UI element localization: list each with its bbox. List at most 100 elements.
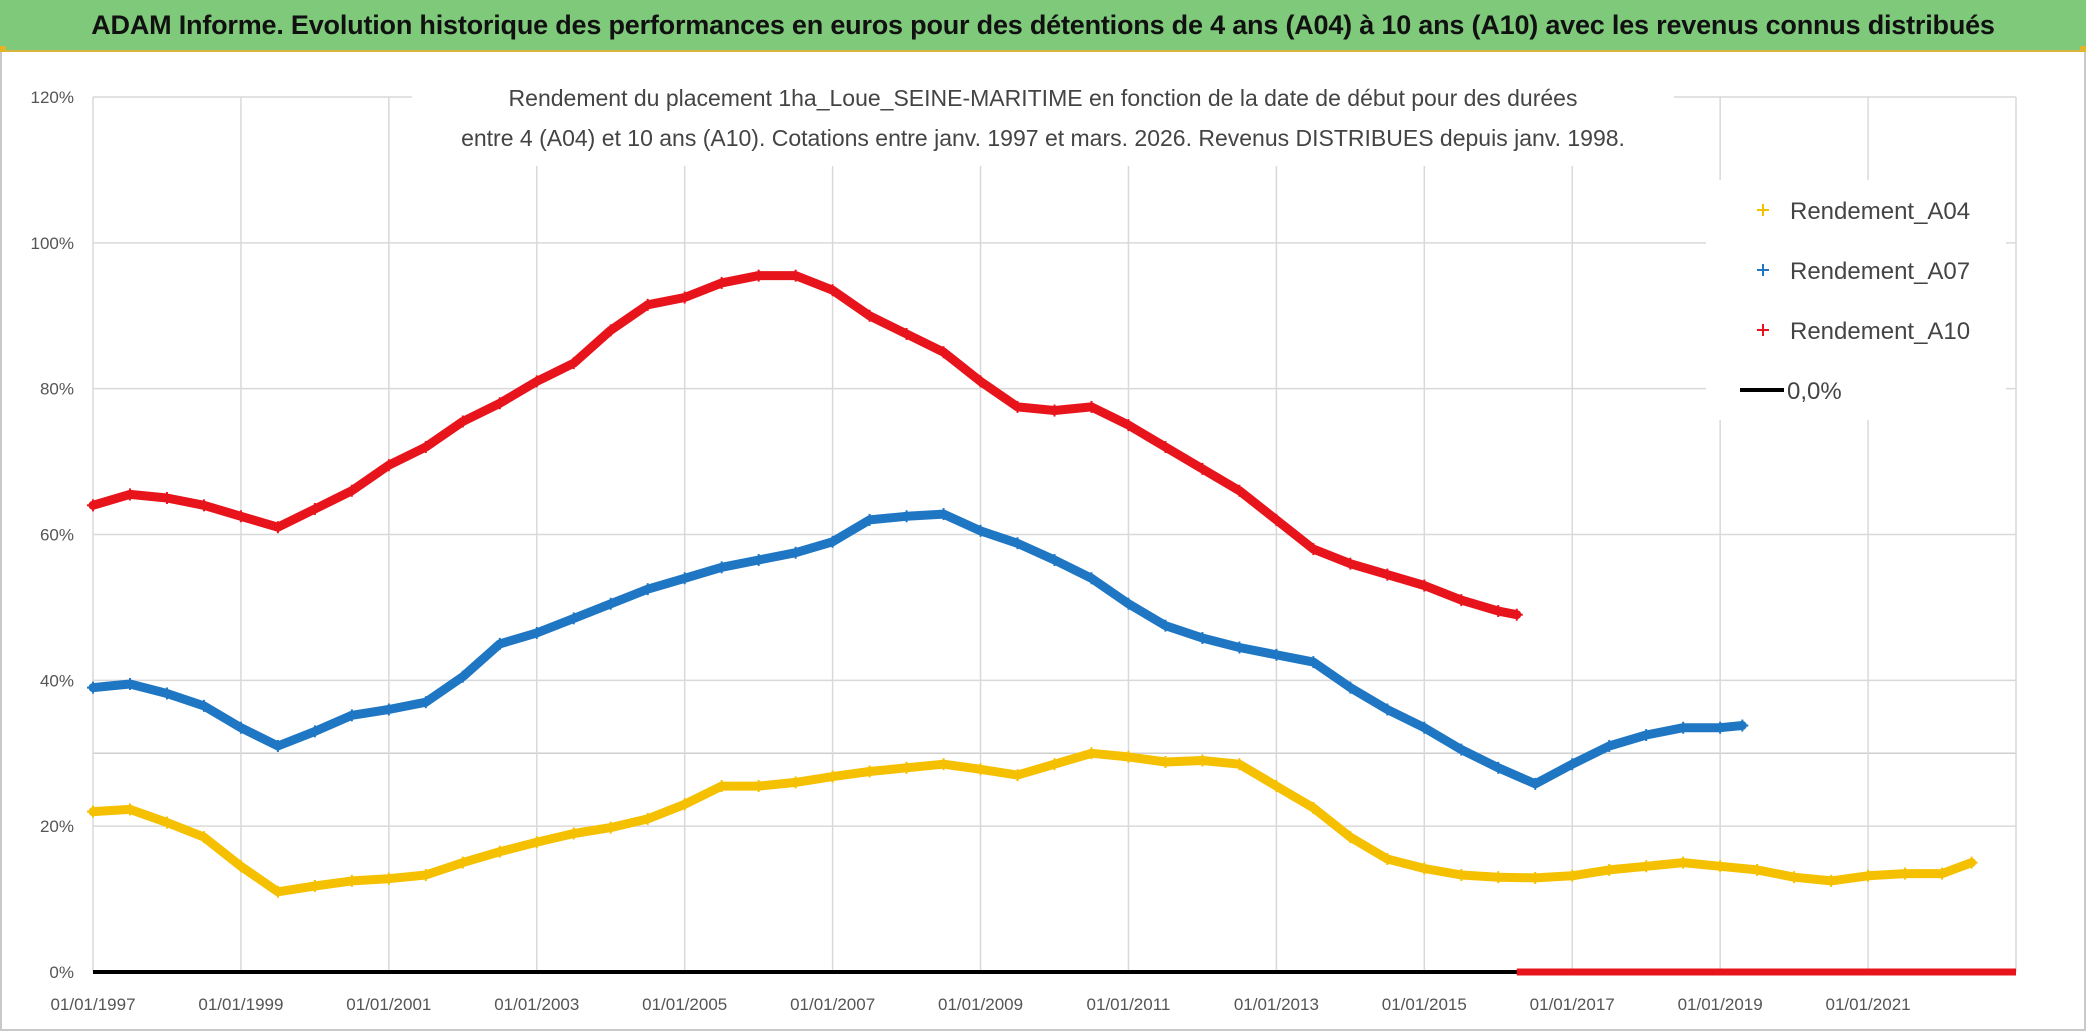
data-point-Rendement_A07-7 (345, 709, 358, 722)
data-point-Rendement_A07-13 (567, 612, 580, 625)
series-Rendement_A10-trace (88, 271, 1522, 620)
data-point-Rendement_A10-30 (1196, 462, 1209, 475)
header-banner: ADAM Informe. Evolution historique des p… (0, 0, 2086, 52)
legend-label-zero: 0,0% (1787, 378, 1842, 405)
data-point-Rendement_A10-20 (826, 284, 839, 297)
data-point-Rendement_A04-38 (1492, 871, 1505, 884)
data-point-Rendement_A10-39 (1510, 608, 1523, 621)
data-point-Rendement_A10-6 (308, 502, 321, 515)
data-point-Rendement_A10-38 (1492, 605, 1505, 618)
data-point-Rendement_A07-37 (1455, 743, 1468, 756)
data-point-Rendement_A10-21 (863, 309, 876, 322)
data-point-Rendement_A07-38 (1492, 761, 1505, 774)
corner-mark-left (0, 46, 6, 52)
data-point-Rendement_A10-3 (197, 499, 210, 512)
data-point-Rendement_A04-42 (1640, 860, 1653, 873)
data-point-Rendement_A04-40 (1566, 869, 1579, 882)
data-point-Rendement_A04-28 (1122, 750, 1135, 763)
data-point-Rendement_A04-37 (1455, 869, 1468, 882)
data-point-Rendement_A07-18 (752, 554, 765, 567)
x-tick-labels: 01/01/1997 01/01/1999 01/01/2001 01/01/2003… (50, 995, 1910, 1014)
data-point-Rendement_A07-34 (1344, 681, 1357, 694)
data-point-Rendement_A10-2 (160, 492, 173, 505)
x-tick-label-9: 01/01/2015 (1382, 995, 1467, 1014)
data-point-Rendement_A07-14 (604, 597, 617, 610)
data-point-Rendement_A04-17 (715, 780, 728, 793)
data-point-Rendement_A10-33 (1307, 543, 1320, 556)
data-point-Rendement_A07-16 (678, 572, 691, 585)
data-point-Rendement_A04-14 (604, 821, 617, 834)
data-point-Rendement_A07-9 (419, 696, 432, 709)
data-point-Rendement_A04-33 (1307, 801, 1320, 814)
data-point-Rendement_A07-43 (1677, 721, 1690, 734)
y-tick-label-1: 20% (40, 817, 74, 836)
data-point-Rendement_A10-11 (493, 397, 506, 410)
data-point-Rendement_A10-24 (974, 375, 987, 388)
data-point-Rendement_A04-1 (123, 803, 136, 816)
y-tick-labels: 0% 20% 40% 60% 80% 100% 120% (31, 88, 74, 982)
data-point-Rendement_A10-23 (937, 346, 950, 359)
data-point-Rendement_A04-7 (345, 874, 358, 887)
data-point-Rendement_A04-13 (567, 827, 580, 840)
data-point-Rendement_A04-36 (1418, 862, 1431, 875)
data-point-Rendement_A04-20 (826, 770, 839, 783)
series-Rendement_A07-trace (88, 509, 1747, 789)
x-tick-label-4: 01/01/2005 (642, 995, 727, 1014)
data-point-Rendement_A04-5 (271, 885, 284, 898)
chart-title-line1: Rendement du placement 1ha_Loue_SEINE-MA… (509, 85, 1578, 111)
legend-label-Rendement_A07: Rendement_A07 (1790, 258, 1970, 285)
data-point-Rendement_A10-22 (900, 327, 913, 340)
data-point-Rendement_A04-12 (530, 836, 543, 849)
data-point-Rendement_A04-26 (1048, 758, 1061, 771)
data-point-Rendement_A04-41 (1603, 863, 1616, 876)
data-point-Rendement_A07-25 (1011, 537, 1024, 550)
data-point-Rendement_A04-25 (1011, 769, 1024, 782)
data-point-Rendement_A04-24 (974, 763, 987, 776)
legend-label-Rendement_A04: Rendement_A04 (1790, 198, 1970, 225)
x-tick-label-0: 01/01/1997 (50, 995, 135, 1014)
data-point-Rendement_A10-18 (752, 269, 765, 282)
data-point-Rendement_A07-21 (863, 513, 876, 526)
data-point-Rendement_A07-24 (974, 524, 987, 537)
data-point-Rendement_A07-27 (1085, 572, 1098, 585)
data-point-Rendement_A04-30 (1196, 754, 1209, 767)
data-point-Rendement_A10-8 (382, 459, 395, 472)
data-point-Rendement_A04-15 (641, 812, 654, 825)
data-point-Rendement_A10-26 (1048, 404, 1061, 417)
data-point-Rendement_A04-50 (1936, 867, 1949, 880)
data-point-Rendement_A10-15 (641, 298, 654, 311)
data-point-Rendement_A07-10 (456, 670, 469, 683)
data-point-Rendement_A10-25 (1011, 400, 1024, 413)
data-point-Rendement_A04-10 (456, 856, 469, 869)
data-point-Rendement_A07-6 (308, 725, 321, 738)
data-point-Rendement_A07-5 (271, 739, 284, 752)
legend-marker-Rendement_A10 (1757, 324, 1769, 336)
data-point-Rendement_A10-0 (87, 499, 99, 512)
legend-marker-Rendement_A07 (1757, 264, 1769, 276)
x-tick-label-12: 01/01/2021 (1826, 995, 1911, 1014)
data-point-Rendement_A04-3 (197, 831, 210, 844)
data-point-Rendement_A10-34 (1344, 557, 1357, 570)
data-point-Rendement_A10-36 (1418, 579, 1431, 592)
data-point-Rendement_A04-34 (1344, 831, 1357, 844)
data-point-Rendement_A10-35 (1381, 568, 1394, 581)
data-point-Rendement_A07-35 (1381, 703, 1394, 716)
legend-marker-Rendement_A04 (1757, 204, 1769, 216)
banner-title: ADAM Informe. Evolution historique des p… (91, 9, 1995, 40)
data-point-Rendement_A10-14 (604, 324, 617, 337)
data-point-Rendement_A04-39 (1529, 871, 1542, 884)
data-point-Rendement_A10-13 (567, 357, 580, 370)
data-point-Rendement_A04-35 (1381, 852, 1394, 865)
x-tick-label-5: 01/01/2007 (790, 995, 875, 1014)
data-point-Rendement_A04-18 (752, 780, 765, 793)
data-point-Rendement_A07-0 (87, 681, 99, 694)
data-point-Rendement_A07-17 (715, 561, 728, 574)
data-marks (87, 269, 2016, 976)
data-point-Rendement_A04-2 (160, 816, 173, 829)
data-point-Rendement_A10-31 (1233, 484, 1246, 497)
data-point-Rendement_A07-15 (641, 583, 654, 596)
data-point-Rendement_A04-47 (1825, 874, 1838, 887)
data-point-Rendement_A07-39 (1529, 777, 1542, 790)
data-point-Rendement_A10-4 (234, 510, 247, 523)
